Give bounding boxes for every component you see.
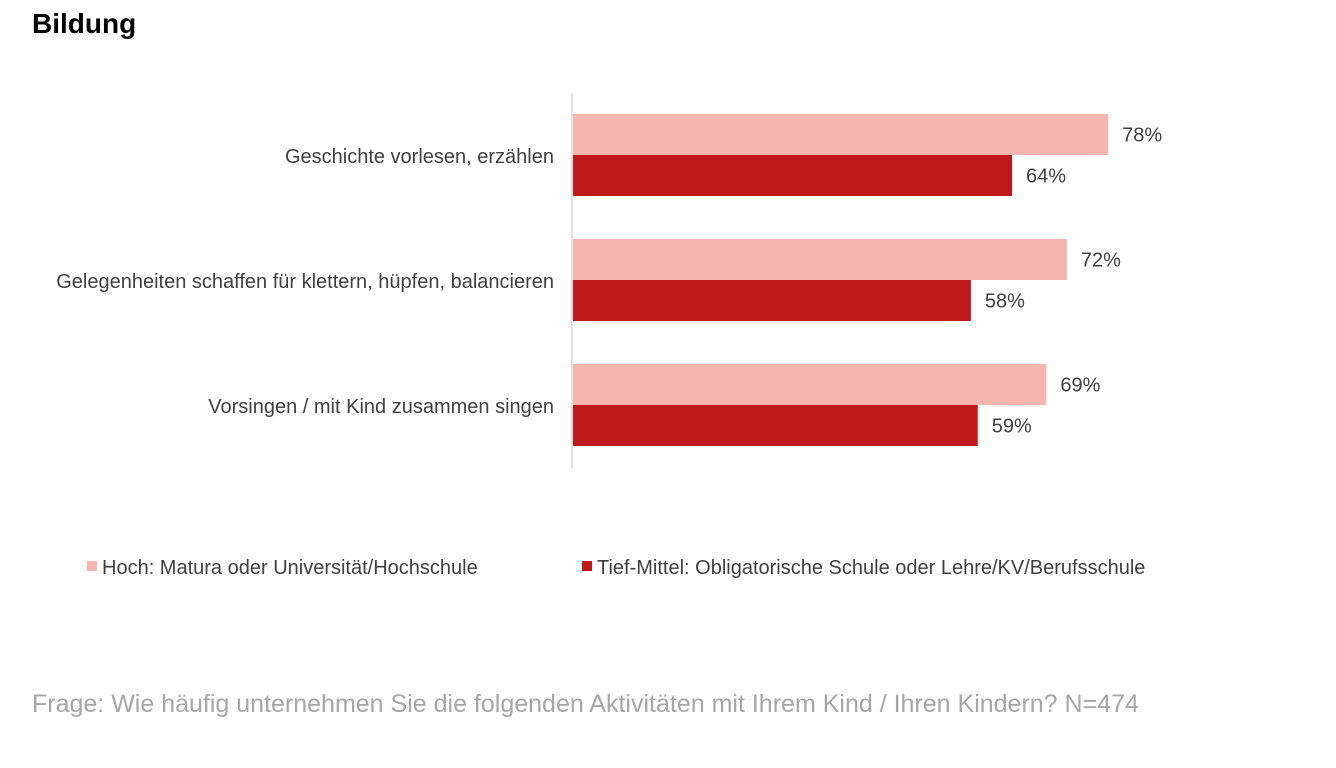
data-label: 72%: [1081, 250, 1121, 272]
category-label: Gelegenheiten schaffen für klettern, hüp…: [56, 271, 554, 293]
data-label: 58%: [985, 291, 1025, 313]
legend-swatch: [582, 561, 592, 571]
bar-hoch: [573, 114, 1109, 155]
data-label: 69%: [1060, 375, 1100, 397]
bar-chart: Geschichte vorlesen, erzählen 78% 64% Geleg…: [56, 93, 1162, 579]
bar-tief-mittel: [573, 280, 971, 321]
legend: Hoch: Matura oder Universität/Hochschule…: [87, 557, 1145, 579]
bar-tief-mittel: [573, 405, 978, 446]
footnote: Frage: Wie häufig unternehmen Sie die fo…: [32, 690, 1139, 718]
legend-label: Tief-Mittel: Obligatorische Schule oder …: [597, 557, 1145, 579]
data-label: 64%: [1026, 166, 1066, 188]
bar-hoch: [573, 364, 1047, 405]
bar-hoch: [573, 239, 1067, 280]
category-label: Vorsingen / mit Kind zusammen singen: [208, 396, 554, 418]
category-label: Geschichte vorlesen, erzählen: [285, 146, 554, 168]
data-label: 78%: [1122, 125, 1162, 147]
chart-title: Bildung: [32, 8, 137, 39]
legend-label: Hoch: Matura oder Universität/Hochschule: [102, 557, 478, 579]
data-label: 59%: [992, 416, 1032, 438]
bars-group: Geschichte vorlesen, erzählen 78% 64% Geleg…: [56, 114, 1162, 446]
bar-tief-mittel: [573, 155, 1013, 196]
legend-swatch: [87, 561, 97, 571]
